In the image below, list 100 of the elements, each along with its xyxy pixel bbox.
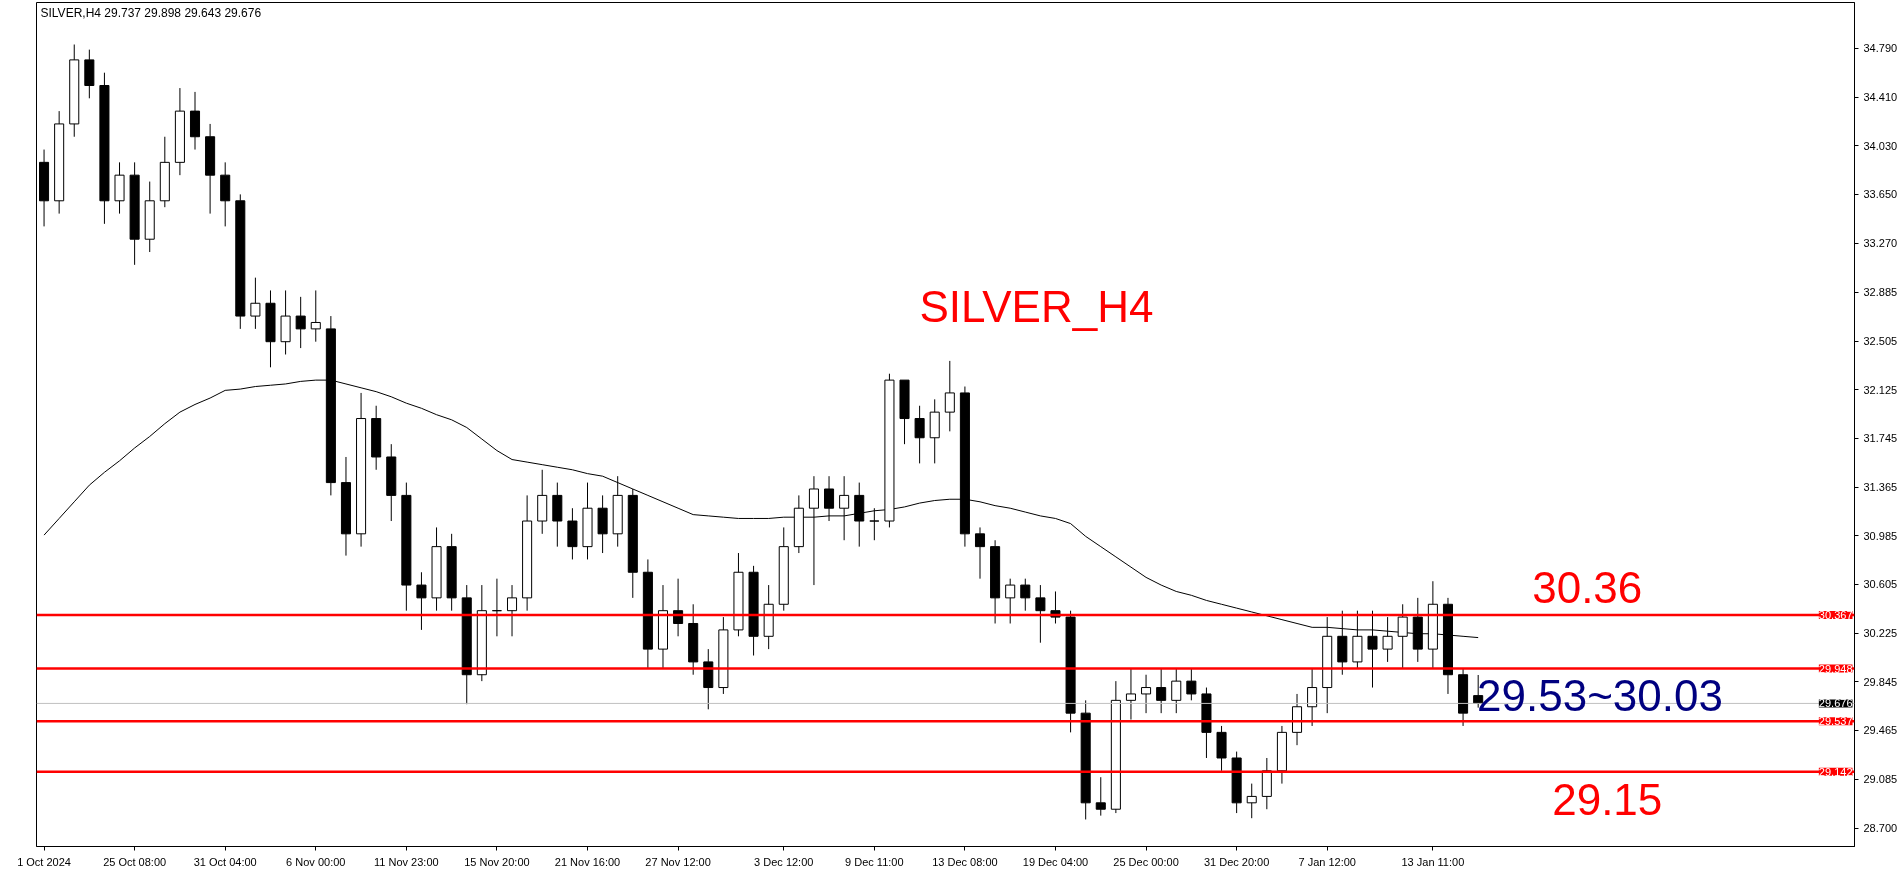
annotation: SILVER_H4 xyxy=(919,281,1154,331)
ref-line-label: 30.367 xyxy=(1818,608,1853,621)
candlestick xyxy=(974,526,986,580)
candlestick xyxy=(929,398,940,464)
x-tick-label: 13 Jan 11:00 xyxy=(1401,855,1465,868)
y-tick-label: 33.650 xyxy=(1863,188,1898,201)
candlestick xyxy=(1261,757,1272,810)
candlestick xyxy=(1216,725,1227,772)
y-tick-label: 30.605 xyxy=(1863,578,1898,591)
candlestick xyxy=(1246,783,1257,819)
candlestick xyxy=(914,405,925,464)
candlestick xyxy=(642,558,653,669)
candlestick xyxy=(491,578,502,637)
x-tick-label: 3 Dec 12:00 xyxy=(754,855,814,868)
x-tick-label: 13 Dec 08:00 xyxy=(932,855,998,868)
candlestick xyxy=(220,161,231,227)
chart-title: SILVER,H4 29.737 29.898 29.643 29.676 xyxy=(40,5,262,20)
y-tick-label: 33.270 xyxy=(1863,237,1898,250)
y-tick-label: 30.225 xyxy=(1863,627,1898,640)
candlestick xyxy=(235,193,246,330)
x-tick-label: 19 Dec 04:00 xyxy=(1022,855,1089,868)
annotation: 30.36 xyxy=(1532,562,1643,612)
candlestick xyxy=(793,494,804,554)
y-tick-label: 34.030 xyxy=(1863,139,1898,152)
candlestick xyxy=(567,507,578,560)
candlestick xyxy=(129,161,140,266)
candlestick xyxy=(446,533,457,612)
candlestick xyxy=(1458,667,1469,727)
candlestick xyxy=(990,539,1001,624)
candlestick xyxy=(1125,667,1136,721)
candlestick xyxy=(869,507,880,541)
candlestick xyxy=(250,277,261,330)
x-tick-label: 21 Nov 16:00 xyxy=(554,855,621,868)
y-tick-label: 30.985 xyxy=(1863,529,1898,542)
candlestick xyxy=(733,552,744,637)
candlestick xyxy=(537,469,548,535)
candlestick xyxy=(386,443,397,522)
candlestick xyxy=(839,475,850,541)
x-tick-label: 7 Jan 12:00 xyxy=(1298,855,1356,868)
candlestick xyxy=(431,526,442,612)
candlestick xyxy=(552,482,563,548)
x-tick-label: 11 Nov 23:00 xyxy=(374,855,439,868)
candlestick xyxy=(371,405,382,471)
candlestick xyxy=(189,91,201,151)
candlestick xyxy=(959,386,970,548)
candlestick xyxy=(280,289,291,355)
candlestick xyxy=(1141,674,1152,714)
candlestick xyxy=(476,584,487,682)
y-tick-label: 29.845 xyxy=(1863,675,1898,688)
candlestick xyxy=(159,136,170,208)
annotation: 29.53~30.03 xyxy=(1477,670,1723,720)
candlestick xyxy=(718,616,729,695)
candlestick xyxy=(310,289,321,343)
candlestick xyxy=(174,87,185,176)
candlestick xyxy=(205,123,216,215)
x-tick-label: 25 Dec 00:00 xyxy=(1113,855,1179,868)
candlestick xyxy=(401,482,412,612)
candlestick xyxy=(69,44,80,138)
y-tick-label: 29.465 xyxy=(1863,724,1898,737)
candlestick xyxy=(1095,776,1106,817)
y-tick-label: 34.410 xyxy=(1863,91,1898,104)
x-tick-label: 15 Nov 20:00 xyxy=(464,855,530,868)
candlestick xyxy=(144,181,155,253)
candlestick xyxy=(944,360,955,432)
candlestick xyxy=(808,475,819,586)
candlestick xyxy=(854,482,865,548)
y-tick-label: 32.885 xyxy=(1863,286,1898,299)
candlestick xyxy=(461,584,472,705)
ref-line-label: 29.537 xyxy=(1818,715,1853,728)
x-tick-label: 31 Dec 20:00 xyxy=(1203,855,1270,868)
y-tick-label: 31.745 xyxy=(1863,432,1898,445)
candlestick xyxy=(39,149,50,227)
candlestick xyxy=(1035,584,1046,644)
y-tick-label: 34.790 xyxy=(1863,42,1898,55)
candlestick xyxy=(54,110,65,215)
candlestick xyxy=(1201,687,1212,759)
candlestick xyxy=(1005,578,1016,624)
candlestick xyxy=(1307,667,1318,727)
y-tick-label: 31.365 xyxy=(1863,481,1898,494)
candlestick xyxy=(1231,751,1242,814)
candlestick xyxy=(748,565,759,657)
candlestick xyxy=(1156,667,1167,714)
candlestick xyxy=(84,49,95,99)
candlestick xyxy=(612,475,623,548)
y-tick-label: 28.700 xyxy=(1863,822,1898,835)
x-tick-label: 6 Nov 00:00 xyxy=(286,855,346,868)
candlestick xyxy=(657,584,669,669)
candlestick xyxy=(99,72,110,225)
candlestick xyxy=(1110,680,1121,814)
candlestick xyxy=(1276,725,1287,785)
x-tick-label: 1 Oct 2024 xyxy=(17,855,71,868)
annotation: 29.15 xyxy=(1552,774,1663,824)
candlestick xyxy=(1020,578,1031,612)
candlestick xyxy=(340,456,351,557)
candlestick xyxy=(582,482,593,560)
x-tick-label: 9 Dec 11:00 xyxy=(845,855,904,868)
candlestick xyxy=(597,494,608,554)
candlestick xyxy=(265,289,276,368)
candlestick xyxy=(295,296,306,349)
candlestick xyxy=(763,584,774,650)
